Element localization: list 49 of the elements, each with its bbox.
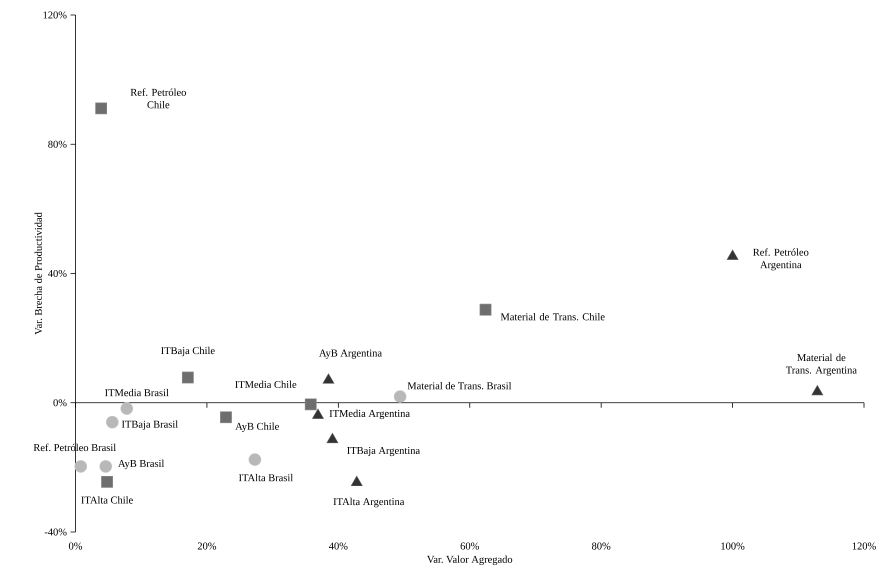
annotation: ITBaja Brasil xyxy=(122,420,178,430)
point xyxy=(99,460,112,473)
x-tick-label: 120% xyxy=(852,542,876,550)
x-tick-label: 80% xyxy=(592,542,610,550)
point xyxy=(101,476,113,488)
annotation: Material de Trans. Chile xyxy=(500,312,605,320)
annotation: AyB Brasil xyxy=(118,460,164,470)
annotation: Ref. Petróleo Argentina xyxy=(753,248,808,270)
point xyxy=(120,402,134,415)
annotation: Ref. Petróleo Chile xyxy=(130,88,186,108)
annotation: Material de Trans. Argentina xyxy=(786,354,857,376)
annotation: AyB Argentina xyxy=(319,350,382,359)
point xyxy=(350,476,363,486)
x-tick-label: 0% xyxy=(68,542,82,550)
annotation: ITBaja Argentina xyxy=(347,446,420,456)
annotation: ITAlta Argentina xyxy=(333,498,404,508)
annotation: ITAlta Brasil xyxy=(238,474,293,482)
annotation: ITBaja Chile xyxy=(161,346,215,356)
annotation: ITAlta Chile xyxy=(81,496,133,504)
y-tick-label: 40% xyxy=(48,270,67,278)
y-tick-label: 120% xyxy=(44,11,67,19)
point xyxy=(322,373,334,384)
point xyxy=(74,460,88,473)
point xyxy=(106,416,119,428)
annotation: ITMedia Chile xyxy=(235,380,296,388)
annotation: ITMedia Brasil xyxy=(105,388,169,396)
point xyxy=(312,408,324,419)
annotation: Material de Trans. Brasil xyxy=(408,382,512,390)
point xyxy=(726,250,738,260)
y-tick-label: 80% xyxy=(48,140,67,148)
point xyxy=(182,372,194,384)
point xyxy=(326,432,338,444)
annotation: AyB Chile xyxy=(235,422,279,432)
point xyxy=(220,411,232,424)
y-tick-label: 0% xyxy=(53,399,67,406)
point xyxy=(480,304,492,316)
point xyxy=(95,102,108,114)
y-axis-title: Var. Brecha de Productividad xyxy=(34,212,42,335)
x-tick-label: 40% xyxy=(328,542,348,550)
y-tick-label: -40% xyxy=(44,528,67,536)
point xyxy=(394,390,406,403)
annotation: ITMedia Argentina xyxy=(330,410,410,420)
x-tick-label: 20% xyxy=(198,542,216,550)
x-axis-title: Var. Valor Agregado xyxy=(427,556,512,566)
point xyxy=(812,385,824,396)
point xyxy=(304,398,317,410)
x-tick-label: 100% xyxy=(721,542,744,550)
x-tick-label: 60% xyxy=(460,542,479,550)
point xyxy=(248,453,262,466)
